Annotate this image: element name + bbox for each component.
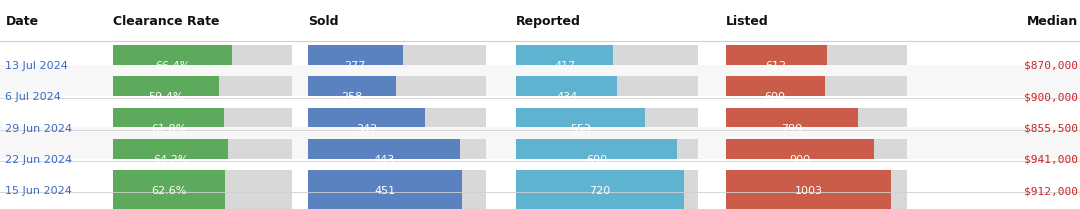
FancyBboxPatch shape <box>726 108 907 149</box>
FancyBboxPatch shape <box>516 45 613 87</box>
FancyBboxPatch shape <box>726 45 826 87</box>
Text: 451: 451 <box>375 186 395 196</box>
FancyBboxPatch shape <box>726 76 907 118</box>
FancyBboxPatch shape <box>113 45 232 87</box>
FancyBboxPatch shape <box>308 108 486 149</box>
FancyBboxPatch shape <box>113 139 228 181</box>
FancyBboxPatch shape <box>516 139 698 181</box>
Text: 61.8%: 61.8% <box>151 124 186 134</box>
FancyBboxPatch shape <box>726 45 907 87</box>
FancyBboxPatch shape <box>0 0 1080 41</box>
FancyBboxPatch shape <box>516 108 645 149</box>
FancyBboxPatch shape <box>308 76 396 118</box>
Text: 690: 690 <box>586 155 607 165</box>
Text: 64.2%: 64.2% <box>153 155 188 165</box>
Text: Listed: Listed <box>726 15 769 28</box>
Text: 342: 342 <box>355 124 377 134</box>
Text: 434: 434 <box>556 92 578 102</box>
Text: $870,000: $870,000 <box>1024 61 1078 71</box>
Text: 799: 799 <box>781 124 802 134</box>
FancyBboxPatch shape <box>308 108 426 149</box>
FancyBboxPatch shape <box>0 33 1080 98</box>
Text: 553: 553 <box>570 124 591 134</box>
FancyBboxPatch shape <box>113 76 292 118</box>
FancyBboxPatch shape <box>113 76 219 118</box>
Text: 6 Jul 2024: 6 Jul 2024 <box>5 92 62 102</box>
FancyBboxPatch shape <box>0 127 1080 192</box>
Text: 59.4%: 59.4% <box>149 92 184 102</box>
Text: Date: Date <box>5 15 39 28</box>
FancyBboxPatch shape <box>113 170 225 209</box>
FancyBboxPatch shape <box>516 170 684 209</box>
Text: Sold: Sold <box>308 15 338 28</box>
FancyBboxPatch shape <box>726 139 874 181</box>
FancyBboxPatch shape <box>113 170 292 209</box>
Text: 900: 900 <box>789 155 811 165</box>
Text: $941,000: $941,000 <box>1024 155 1078 165</box>
FancyBboxPatch shape <box>516 76 698 118</box>
FancyBboxPatch shape <box>726 170 907 209</box>
Text: 66.4%: 66.4% <box>154 61 190 71</box>
Text: $912,000: $912,000 <box>1024 186 1078 196</box>
FancyBboxPatch shape <box>0 159 1080 209</box>
FancyBboxPatch shape <box>516 108 698 149</box>
Text: $855,500: $855,500 <box>1024 124 1078 134</box>
Text: 277: 277 <box>345 61 366 71</box>
Text: 600: 600 <box>765 92 786 102</box>
Text: Median: Median <box>1027 15 1078 28</box>
FancyBboxPatch shape <box>726 170 891 209</box>
Text: 258: 258 <box>341 92 363 102</box>
FancyBboxPatch shape <box>516 139 677 181</box>
FancyBboxPatch shape <box>113 108 292 149</box>
Text: 13 Jul 2024: 13 Jul 2024 <box>5 61 68 71</box>
FancyBboxPatch shape <box>0 96 1080 161</box>
FancyBboxPatch shape <box>516 170 698 209</box>
Text: 15 Jun 2024: 15 Jun 2024 <box>5 186 72 196</box>
Text: 417: 417 <box>554 61 576 71</box>
FancyBboxPatch shape <box>308 45 403 87</box>
FancyBboxPatch shape <box>308 45 486 87</box>
FancyBboxPatch shape <box>516 76 617 118</box>
Text: Clearance Rate: Clearance Rate <box>113 15 220 28</box>
Text: 443: 443 <box>373 155 394 165</box>
FancyBboxPatch shape <box>726 76 825 118</box>
FancyBboxPatch shape <box>308 139 486 181</box>
FancyBboxPatch shape <box>113 139 292 181</box>
FancyBboxPatch shape <box>308 170 462 209</box>
Text: 62.6%: 62.6% <box>151 186 187 196</box>
FancyBboxPatch shape <box>113 108 224 149</box>
FancyBboxPatch shape <box>308 170 486 209</box>
FancyBboxPatch shape <box>726 139 907 181</box>
Text: 1003: 1003 <box>795 186 823 196</box>
FancyBboxPatch shape <box>113 45 292 87</box>
Text: 720: 720 <box>590 186 610 196</box>
FancyBboxPatch shape <box>516 45 698 87</box>
Text: $900,000: $900,000 <box>1024 92 1078 102</box>
FancyBboxPatch shape <box>308 76 486 118</box>
Text: Reported: Reported <box>516 15 581 28</box>
Text: 29 Jun 2024: 29 Jun 2024 <box>5 124 72 134</box>
FancyBboxPatch shape <box>726 108 858 149</box>
FancyBboxPatch shape <box>0 65 1080 130</box>
Text: 22 Jun 2024: 22 Jun 2024 <box>5 155 72 165</box>
Text: 612: 612 <box>766 61 787 71</box>
FancyBboxPatch shape <box>308 139 460 181</box>
